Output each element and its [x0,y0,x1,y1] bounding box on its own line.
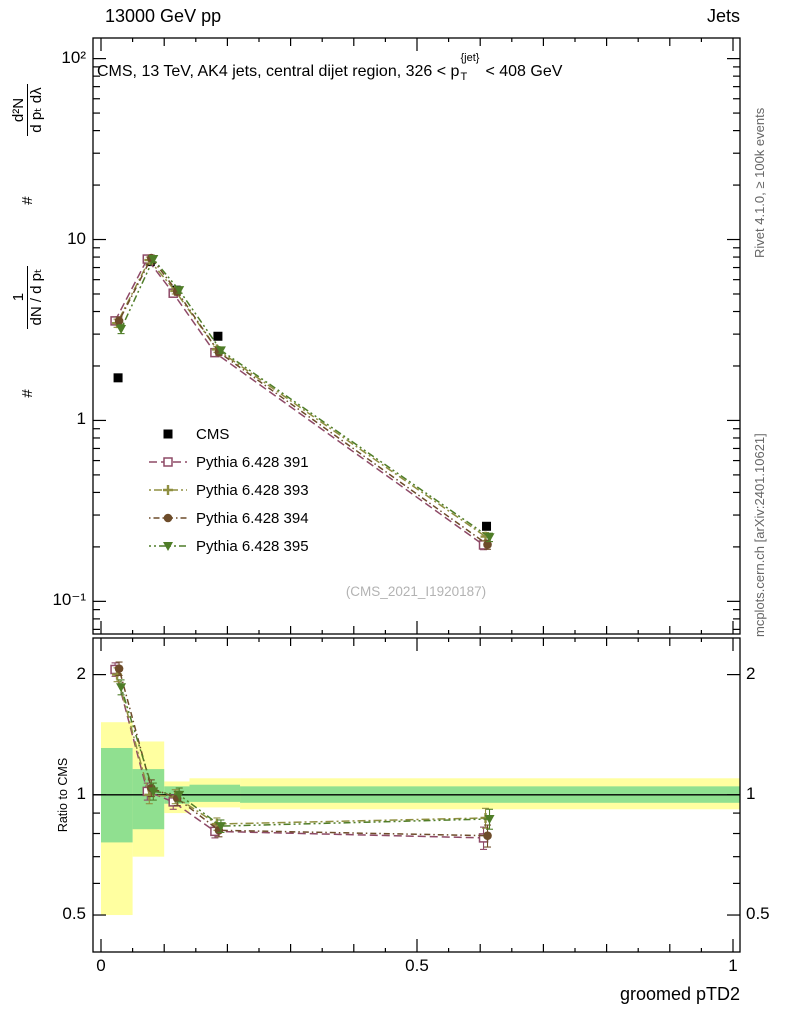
y-tick-label-main: 1 [76,409,86,429]
legend-item: Pythia 6.428 391 [148,448,309,476]
legend-marker [149,457,187,467]
mcplots-arxiv-note: mcplots.cern.ch [arXiv:2401.10621] [752,433,767,637]
series-main-pythia-6-428-395 [116,255,495,543]
legend-label: Pythia 6.428 394 [196,509,309,527]
ylabel-hash-1: # [19,389,37,398]
legend-marker [163,429,173,439]
series-ratio-pythia-6-428-394 [114,661,492,848]
title-subscript: T [460,71,468,83]
legend-label: Pythia 6.428 393 [196,481,309,499]
y-tick-label-ratio-left: 0.5 [62,904,86,924]
header-beam-energy: 13000 GeV pp [105,6,222,26]
x-axis-label: groomed pTD2 [619,984,740,1004]
ylabel-hash-2: # [19,196,37,205]
series-ratio-pythia-6-428-395 [116,679,495,833]
ylabel-fraction-2: d²N d pₜ dλ [10,84,46,136]
x-tick-label: 0 [96,956,106,975]
header-analysis-group: Jets [706,6,740,26]
y-tick-label-main: 10⁻¹ [52,590,86,610]
main-plot-title: CMS, 13 TeV, AK4 jets, central dijet reg… [97,52,563,83]
legend-marker [149,485,187,495]
y-tick-label-ratio-right: 1 [746,783,756,803]
y-tick-label-ratio-left: 2 [76,663,86,683]
title-superscript: {jet} [460,52,480,64]
legend-label: CMS [196,425,230,443]
title-text-post: < 408 GeV [485,63,563,80]
legend-item: CMS [148,420,309,448]
y-tick-label-main: 10 [67,228,86,248]
legend-marker [149,513,187,523]
title-text-pre: CMS, 13 TeV, AK4 jets, central dijet reg… [97,63,460,80]
y-tick-label-ratio-left: 1 [76,783,86,803]
band-inner [189,784,241,802]
pt-jet-sub-sup: {jet} T [459,52,485,83]
y-tick-label-ratio-right: 2 [746,663,756,683]
legend-label: Pythia 6.428 395 [196,537,309,555]
legend-item: Pythia 6.428 394 [148,504,309,532]
rivet-version-note: Rivet 4.1.0, ≥ 100k events [752,107,767,258]
y-tick-label-main: 10² [61,47,86,67]
ylabel-fraction-1: 1 dN / d pₜ [10,265,46,329]
series-ratio-pythia-6-428-391 [110,662,489,850]
legend-label: Pythia 6.428 391 [196,453,309,471]
analysis-id-watermark: (CMS_2021_I1920187) [345,584,487,599]
legend-item: Pythia 6.428 393 [148,476,309,504]
y-tick-label-ratio-right: 0.5 [746,904,770,924]
axis-ticks [93,38,740,952]
legend-marker [149,542,187,551]
legend-item: Pythia 6.428 395 [148,532,309,560]
legend: CMS Pythia 6.428 391 Pythia 6.428 393 Pythi… [148,420,309,560]
x-tick-label: 1 [728,956,738,975]
x-tick-label: 0.5 [405,956,429,975]
